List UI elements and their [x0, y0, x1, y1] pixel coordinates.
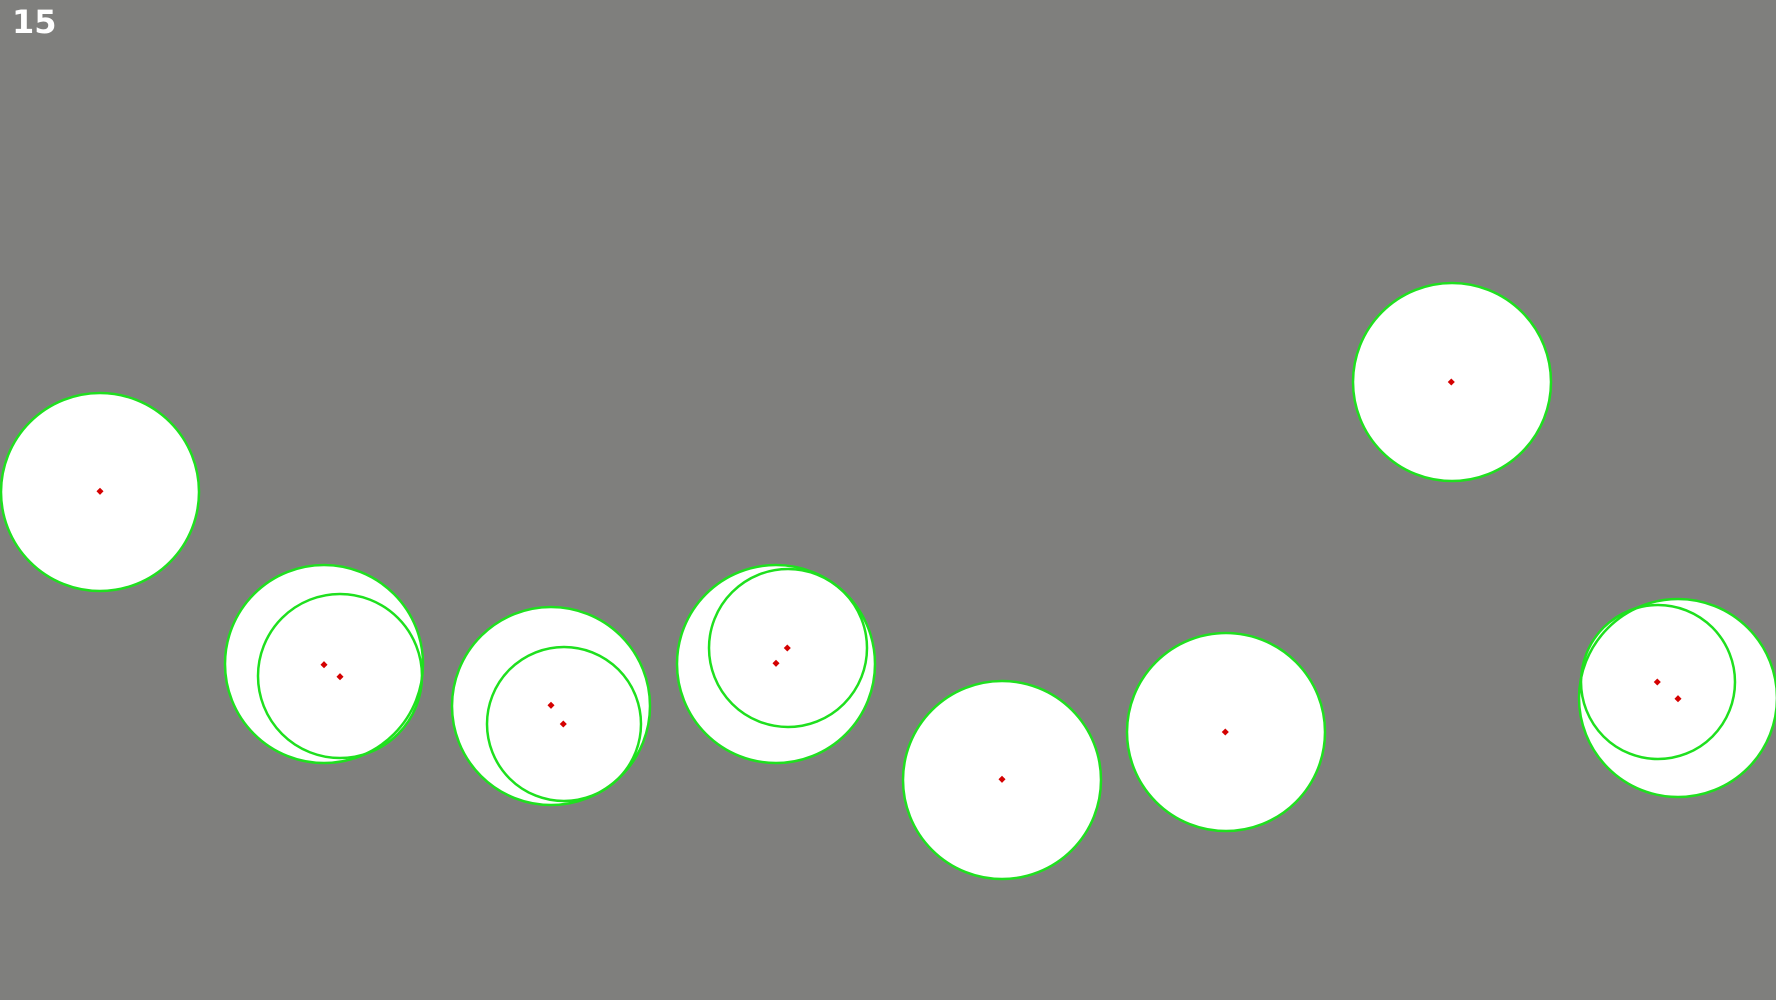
circle-group-6: [1125, 631, 1327, 833]
circle-outline: [1579, 603, 1737, 761]
center-marker: [1653, 678, 1661, 686]
circle-group-3: [450, 605, 652, 807]
circle-outline: [1125, 631, 1327, 833]
center-marker: [998, 775, 1006, 783]
center-marker: [1221, 728, 1229, 736]
circle-group-7: [1351, 281, 1553, 483]
circle-outline: [901, 679, 1103, 881]
circle-outline: [485, 645, 643, 803]
circle-outline: [675, 563, 877, 765]
center-marker: [559, 720, 567, 728]
center-marker: [1447, 378, 1455, 386]
center-marker: [547, 701, 555, 709]
circle-group-4: [675, 563, 877, 765]
circle-outline: [707, 567, 869, 729]
center-marker: [783, 644, 791, 652]
circle-group-1: [0, 391, 201, 593]
circle-group-2: [223, 563, 425, 765]
circle-group-5: [901, 679, 1103, 881]
circle-outline: [0, 391, 201, 593]
center-marker: [336, 673, 344, 681]
circle-outline: [1577, 597, 1776, 799]
circle-outline: [450, 605, 652, 807]
circle-outline: [223, 563, 425, 765]
center-marker: [320, 661, 328, 669]
circle-outline: [1351, 281, 1553, 483]
circle-outline: [256, 592, 424, 760]
circle-group-8: [1577, 597, 1776, 799]
center-marker: [772, 659, 780, 667]
frame-counter: 15: [12, 3, 57, 41]
